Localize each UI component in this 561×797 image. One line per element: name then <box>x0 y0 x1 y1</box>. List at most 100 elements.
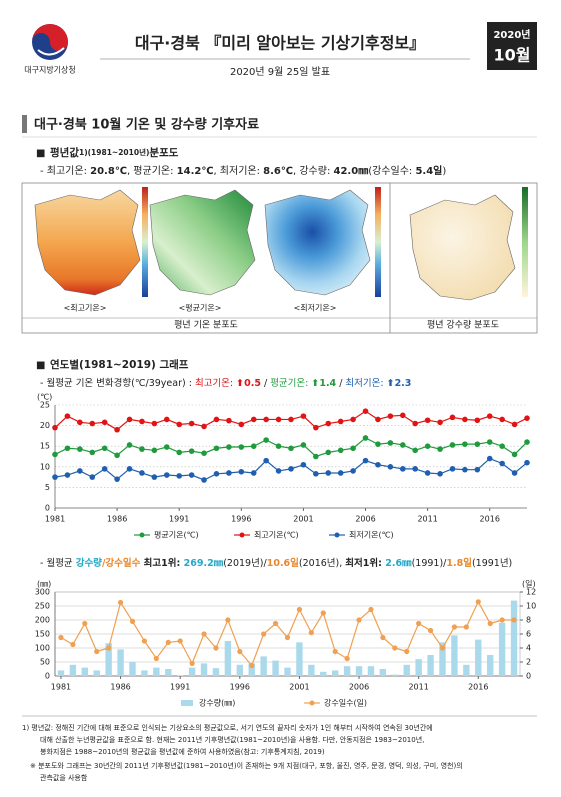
point <box>288 416 294 423</box>
point <box>237 648 243 655</box>
point <box>350 445 356 452</box>
text-part: 최저기온: <box>345 378 386 389</box>
point <box>462 441 468 447</box>
point <box>288 466 294 472</box>
point <box>126 442 133 448</box>
point <box>250 443 257 450</box>
bar <box>367 666 375 676</box>
badge-month: 10월 <box>494 46 531 65</box>
text-part: 8.6℃ <box>263 166 293 177</box>
text-part: 1)(1981~2010년) <box>79 147 149 157</box>
point <box>392 645 398 651</box>
text-part: ⬆2.3 <box>387 378 412 389</box>
y-tick-label: 5 <box>45 483 50 492</box>
y2-tick-label: 12 <box>526 588 536 597</box>
text-part: - 월평균 <box>40 557 76 569</box>
x-tick-label: 2011 <box>417 515 437 524</box>
point <box>337 447 344 454</box>
x-tick-label: 2011 <box>408 683 428 692</box>
point <box>188 420 195 427</box>
text-part: / <box>261 378 270 389</box>
legend-label: 강수일수(일) <box>324 698 367 708</box>
point <box>524 459 530 466</box>
y2-tick-label: 6 <box>526 630 531 639</box>
y-tick-label: 25 <box>40 401 50 410</box>
point <box>250 416 257 423</box>
point <box>275 468 282 474</box>
text-part: ⬆1.4 <box>311 378 336 389</box>
bar <box>486 655 494 676</box>
point <box>272 620 279 627</box>
point <box>165 639 171 646</box>
bar <box>296 642 303 676</box>
bar <box>105 643 112 676</box>
point <box>387 464 394 470</box>
y-tick-label: 50 <box>40 658 50 667</box>
text-part: 최고1위: <box>140 557 183 569</box>
point <box>511 617 517 623</box>
point <box>350 416 356 423</box>
y-tick-label: 20 <box>40 421 50 430</box>
point <box>313 453 319 460</box>
point <box>300 461 307 468</box>
text-part: - 월평균 기온 변화경향(℃/39year) : <box>40 377 195 389</box>
point <box>213 445 220 452</box>
bar <box>260 656 267 676</box>
bar <box>93 670 100 676</box>
point <box>226 470 232 476</box>
bar <box>510 600 518 676</box>
y2-tick-label: 2 <box>526 658 531 667</box>
point <box>141 638 148 644</box>
badge-year: 2020년 <box>493 28 530 41</box>
point <box>77 468 83 474</box>
point <box>238 421 245 428</box>
text-part: 42.0㎜ <box>334 166 369 177</box>
bar <box>153 667 160 676</box>
point <box>387 440 394 446</box>
point <box>325 449 332 456</box>
point <box>362 408 369 414</box>
bar <box>451 635 458 676</box>
point <box>439 645 446 651</box>
point <box>300 442 307 448</box>
point <box>475 599 481 605</box>
point <box>300 413 307 419</box>
point <box>213 645 219 651</box>
bar <box>248 663 255 676</box>
point <box>416 620 422 627</box>
point <box>114 452 120 459</box>
legend-swatch <box>139 532 145 538</box>
point <box>177 638 183 644</box>
point <box>101 419 108 426</box>
point <box>176 421 183 428</box>
text-part: 강수량 <box>76 557 102 569</box>
point <box>64 445 71 452</box>
footnote: 1) 평년값: 정해진 기간에 대해 표준으로 인식되는 기상요소의 평균값으로… <box>22 723 433 732</box>
bar <box>355 666 363 676</box>
point <box>238 444 245 450</box>
point <box>139 446 145 452</box>
point <box>101 445 108 452</box>
bar <box>272 660 279 676</box>
point <box>499 617 505 623</box>
point <box>201 423 207 430</box>
point <box>189 660 195 667</box>
text-part: , 평균기온: <box>127 165 177 177</box>
point <box>70 641 76 648</box>
precip-caption: 평년 강수량 분포도 <box>427 319 499 331</box>
point <box>424 417 431 424</box>
x-tick-label: 1996 <box>231 515 251 524</box>
text-part: 14.2℃ <box>177 166 214 177</box>
point <box>499 416 505 423</box>
temp-caption: 평년 기온 분포도 <box>174 320 238 331</box>
footnote: 관측값을 사용함 <box>40 773 88 782</box>
text-part: 최고기온: <box>195 378 236 389</box>
badge <box>487 22 537 70</box>
x-tick-label: 2001 <box>289 683 309 692</box>
y2-tick-label: 0 <box>526 672 531 681</box>
point <box>226 417 232 424</box>
graphs-heading: 연도별(1981~2019) 그래프 <box>50 358 189 371</box>
text-part: 269.2㎜ <box>184 558 224 569</box>
point <box>487 620 493 627</box>
